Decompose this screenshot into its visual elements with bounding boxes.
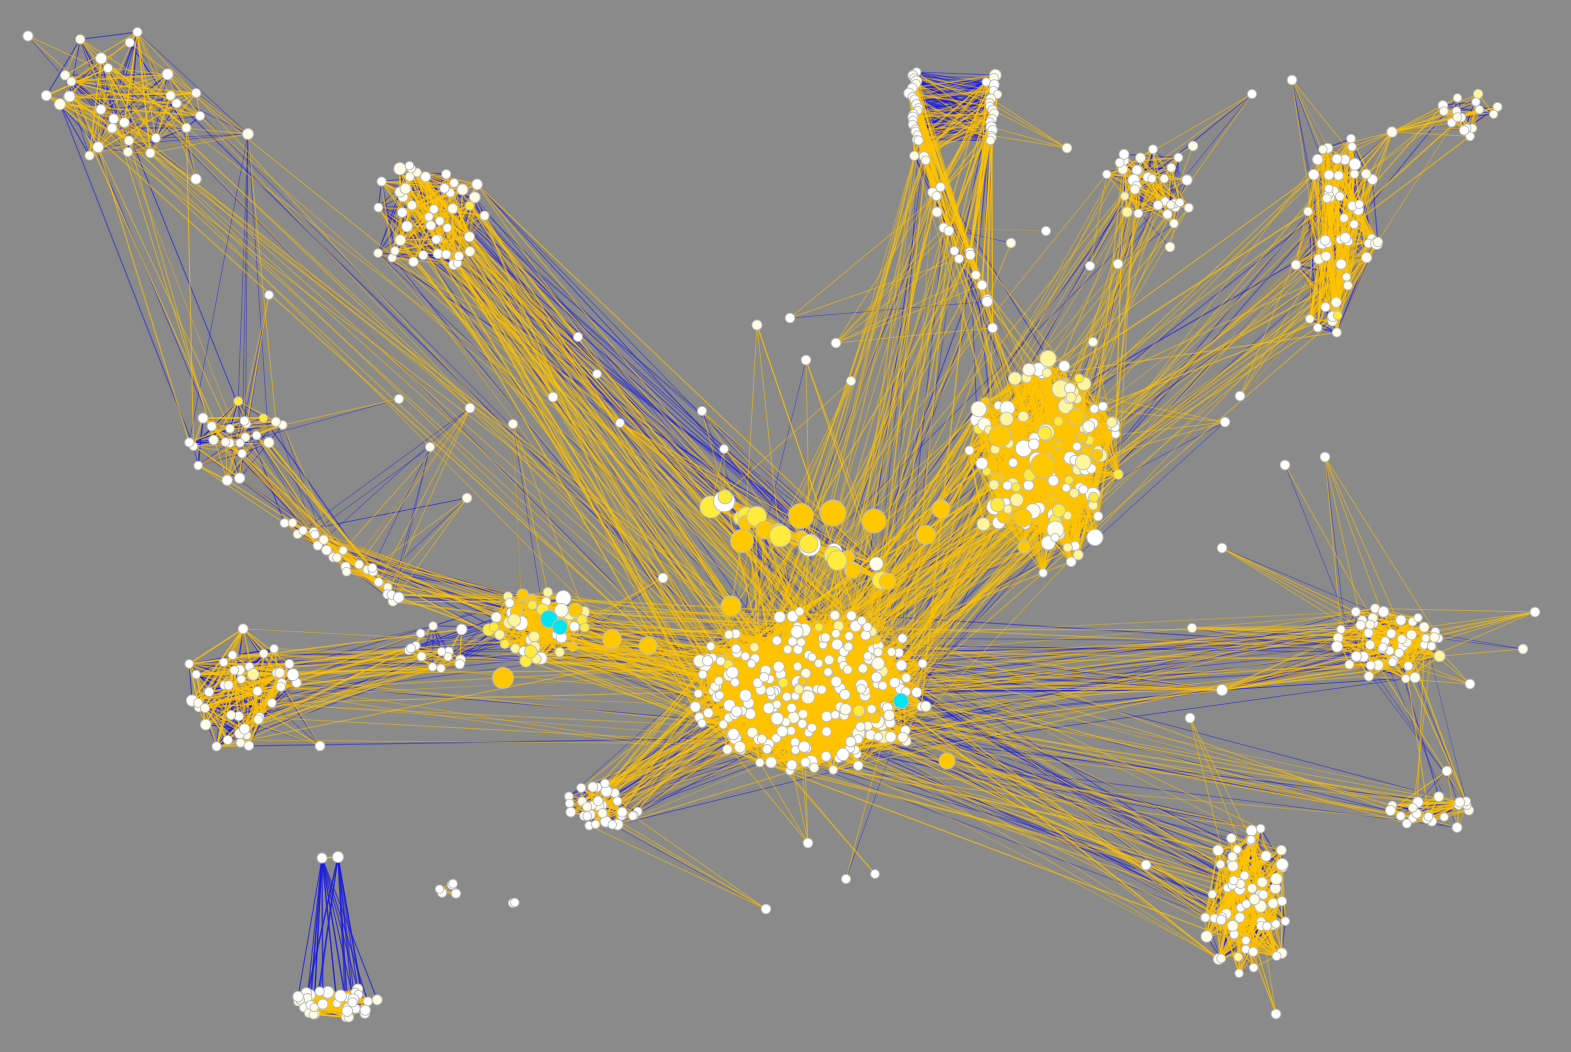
graph-edge [245,133,249,438]
graph-edge [59,103,195,447]
graph-edge [445,173,838,561]
graph-edge [912,74,995,86]
graph-edge [476,184,853,571]
graph-edge [923,156,1049,359]
graph-edge [914,99,990,104]
graph-edge [59,103,90,156]
graph-edge [113,94,171,120]
graph-edge [914,99,990,107]
graph-edge [912,75,993,120]
graph-edge [913,119,990,123]
graph-edge [916,80,995,114]
graph-edge [1425,638,1467,802]
graph-edge [849,747,1282,851]
graph-edge [1115,217,1345,435]
graph-edge [826,731,1227,915]
graph-edge [80,31,138,40]
graph-edge [170,95,249,135]
graph-edge [1163,178,1190,209]
graph-edge [862,617,1419,669]
graph-edge [204,667,441,709]
graph-edge [432,625,450,652]
graph-edge [59,103,90,156]
graph-edge [432,602,510,627]
graph-edge [69,39,81,97]
graph-edge [1442,104,1494,115]
graph-edge [862,668,1223,691]
graph-edge [1221,677,1416,691]
graph-edge [837,644,1400,654]
graph-edge [239,424,284,479]
graph-edge [1353,97,1458,225]
graph-edge [197,418,204,466]
graph-edge [247,133,270,443]
graph-edge [913,109,993,115]
graph-edge [422,254,802,538]
graph-edge [65,73,168,76]
graph-edge [917,110,991,141]
graph-edge [914,98,990,104]
graph-edge [912,74,995,86]
graph-edge [617,765,859,826]
graph-edge [1363,656,1468,806]
graph-edge [128,32,138,141]
graph-edge [391,257,722,662]
graph-edge [916,71,995,86]
graph-edge [123,122,245,422]
graph-edge [241,133,249,454]
graph-edge [155,133,249,139]
graph-edge [986,299,1028,378]
graph-edge [908,77,994,94]
graph-edge [916,71,996,76]
graph-edge [246,423,316,535]
graph-edge [1442,101,1476,107]
graph-edge [460,659,526,662]
graph-edge [469,236,834,556]
graph-edge [913,93,998,115]
graph-edge [237,133,249,402]
graph-edge [377,191,401,254]
graph-edge [476,184,802,538]
